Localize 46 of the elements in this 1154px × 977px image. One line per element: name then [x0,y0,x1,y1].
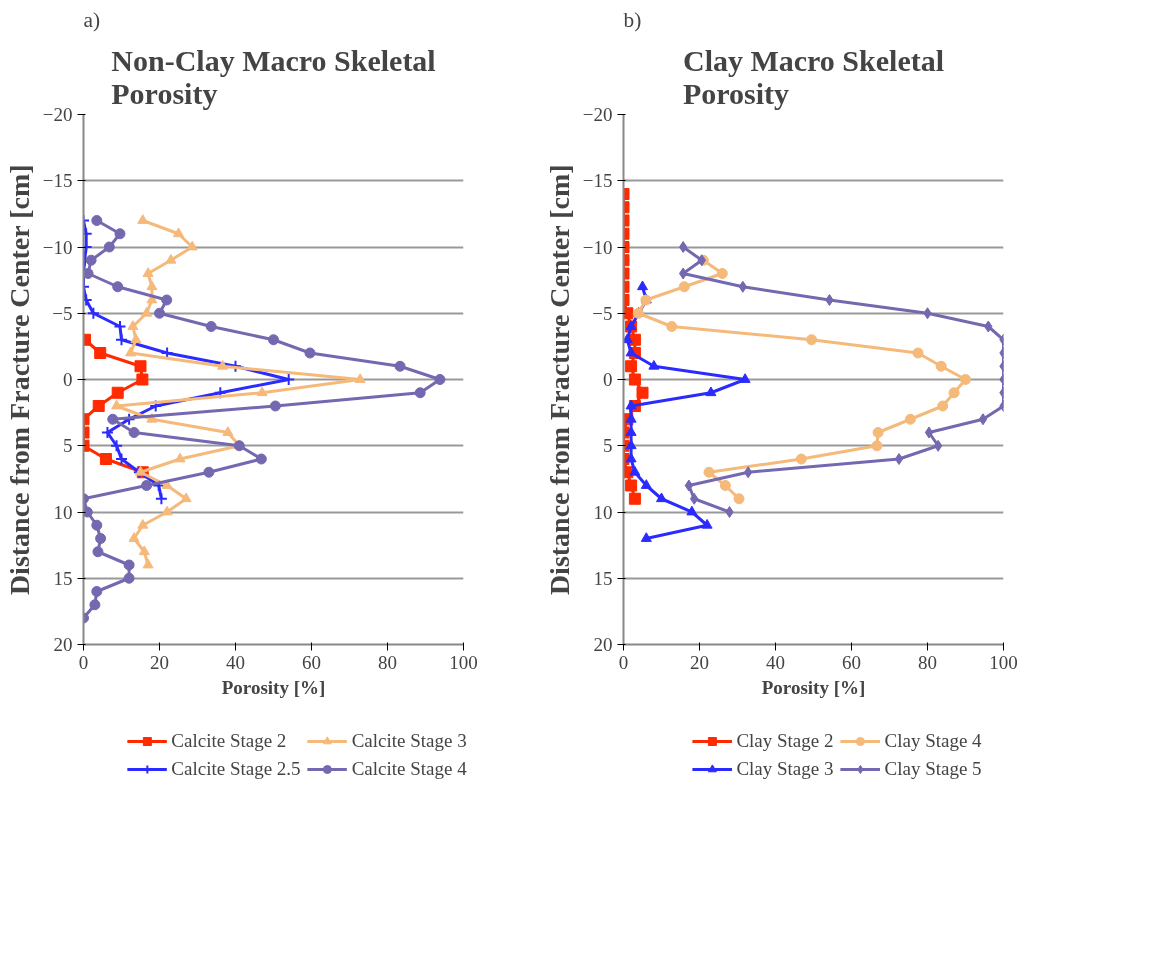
legend-label: Clay Stage 5 [884,758,982,780]
y-tick-label: 10 [593,501,613,523]
y-axis-title: Distance from Fracture Center [cm] [3,164,35,596]
y-tick-label: −20 [42,104,73,125]
y-axis-title: Distance from Fracture Center [cm] [543,164,575,596]
y-tick-label: 0 [63,369,73,390]
x-tick-label: 20 [150,651,169,673]
x-tick-label: 0 [78,651,89,673]
legend-label: Clay Stage 4 [884,730,982,752]
y-tick-label: 15 [53,567,73,589]
y-tick-label: −10 [582,236,613,258]
x-tick-label: 40 [766,651,785,673]
y-tick-label: 5 [603,435,613,457]
y-tick-label: 15 [593,567,613,589]
x-tick-label: 60 [302,651,321,673]
x-tick-label: 40 [226,651,245,673]
x-tick-label: 20 [690,651,709,673]
y-tick-label: 10 [53,501,73,523]
x-tick-label: 80 [378,651,397,673]
legend-label: Clay Stage 3 [736,758,834,780]
legend-label: Clay Stage 2 [736,730,834,752]
chart-title: Non-Clay Macro Skeletal Porosity [111,43,436,110]
y-tick-label: 20 [593,634,613,655]
legend-label: Calcite Stage 2.5 [171,758,301,780]
chart-title: Clay Macro Skeletal Porosity [682,43,945,110]
x-axis-title: Porosity [%] [221,676,326,698]
y-tick-label: −20 [582,104,613,125]
y-tick-label: −10 [42,236,73,258]
x-tick-label: 100 [989,651,1018,673]
x-tick-label: 60 [842,651,861,673]
x-tick-label: 100 [449,651,478,673]
x-tick-label: 80 [918,651,937,673]
x-tick-label: 0 [618,651,629,673]
y-tick-label: −15 [42,170,73,192]
y-tick-label: 5 [63,435,73,457]
y-tick-label: −5 [592,302,613,324]
legend-label: Calcite Stage 3 [351,730,467,752]
y-tick-label: 20 [53,634,73,655]
text: a) [83,7,101,32]
legend-label: Calcite Stage 4 [351,758,467,780]
y-tick-label: −5 [52,302,73,324]
y-tick-label: −15 [582,170,613,192]
y-tick-label: 0 [603,369,613,390]
legend-label: Calcite Stage 2 [171,730,287,752]
text: b) [623,7,642,32]
x-axis-title: Porosity [%] [761,676,866,698]
